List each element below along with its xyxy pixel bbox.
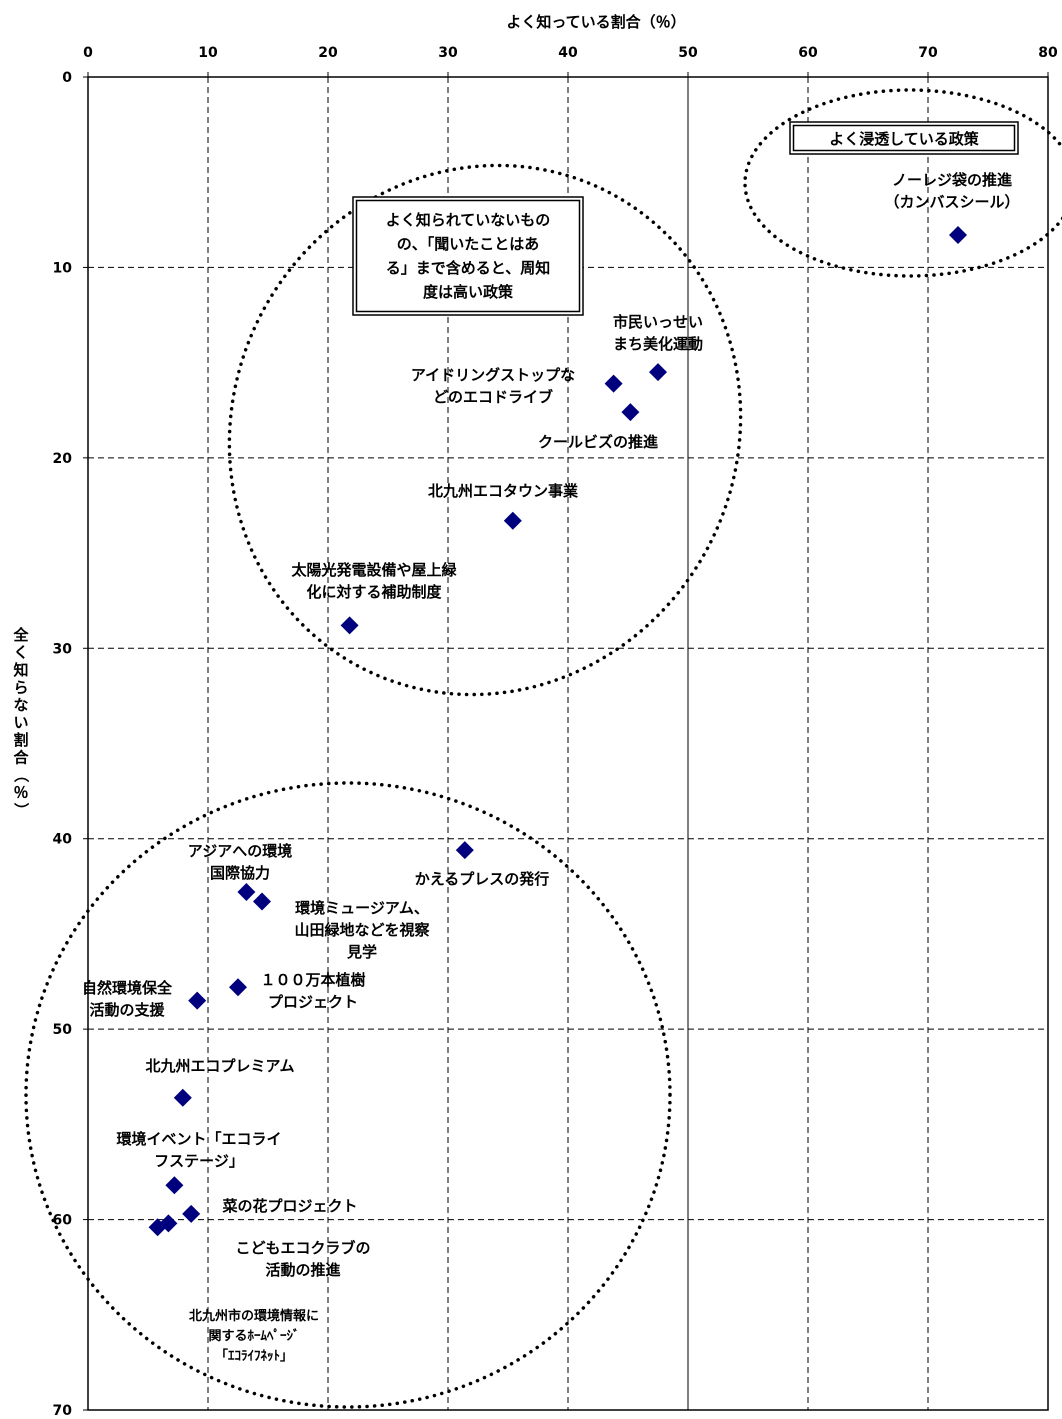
x-tick-label: 60: [798, 45, 818, 61]
point-label-homepage: 「ｴｺﾗｲﾌﾈｯﾄ」: [215, 1348, 293, 1364]
annotation-box-inner: [355, 199, 581, 313]
y-axis-title-char: く: [13, 644, 28, 662]
data-point: [148, 1218, 167, 1237]
data-point: [253, 892, 271, 911]
data-point: [649, 363, 667, 382]
point-label-nanohana: 菜の花プロジェクト: [221, 1197, 357, 1215]
x-tick-label: 0: [83, 45, 93, 61]
data-point: [949, 226, 967, 245]
point-label-asia: アジアへの環境: [188, 842, 292, 860]
point-label-million: プロジェクト: [268, 993, 358, 1011]
point-labels: ノーレジ袋の推進 （カンバスシール） 市民いっせいまち美化運動アイドリングストップな…: [82, 171, 1020, 1364]
x-tick-label: 70: [918, 45, 938, 61]
annotation-text-heard: の、「聞いたことはあ: [397, 235, 540, 253]
x-axis-title: よく知っている割合（％）: [506, 13, 685, 31]
point-label-shimin: まち美化運動: [613, 335, 703, 353]
y-axis-title-char: 合: [12, 749, 29, 767]
data-point: [455, 841, 474, 860]
x-tick-label: 50: [678, 45, 698, 61]
data-points: [148, 226, 967, 1237]
y-axis-title-char: い: [13, 714, 28, 732]
y-axis-title-char: （: [12, 767, 30, 782]
ellipse-well-known: [743, 88, 1062, 278]
y-axis-title-char: な: [13, 696, 28, 714]
point-label-homepage: 関するﾎｰﾑﾍﾟｰｼﾞ: [208, 1328, 299, 1344]
point-label-idling: どのエコドライブ: [433, 388, 553, 406]
y-axis-title-char: 割: [13, 731, 28, 749]
annotation-text-well: よく浸透している政策: [829, 130, 980, 148]
point-label-solar: 太陽光発電設備や屋上緑: [291, 561, 457, 579]
grid-lines: [87, 76, 1049, 1411]
y-tick-label: 10: [53, 260, 73, 276]
data-point: [229, 978, 247, 997]
y-axis-title-char: ら: [13, 679, 28, 697]
annotation-box-heard: [352, 196, 584, 316]
x-tick-label: 80: [1038, 45, 1058, 61]
point-label-museum: 環境ミュージアム、: [295, 899, 429, 917]
data-point: [621, 403, 640, 422]
point-label-shizen: 活動の支援: [89, 1001, 165, 1019]
point-label-museum: 山田緑地などを視察: [294, 921, 430, 939]
data-point: [604, 374, 623, 393]
point-label-homepage: 北九州市の環境情報に: [189, 1308, 319, 1324]
y-tick-label: 40: [53, 832, 73, 848]
y-axis-title-char: ）: [12, 802, 30, 817]
point-label-event: フステージ」: [154, 1152, 244, 1170]
annotation-box-inner: [792, 124, 1016, 152]
x-tick-label: 10: [198, 45, 218, 61]
x-tick-label: 30: [438, 45, 458, 61]
y-axis-title-char: 知: [13, 661, 28, 679]
data-point: [173, 1088, 192, 1107]
point-label-kodomo: こどもエコクラブの: [235, 1239, 370, 1257]
y-tick-label: 60: [53, 1213, 73, 1229]
y-axis-title-char: ％: [13, 784, 28, 802]
point-label-ecotown: 北九州エコタウン事業: [428, 482, 579, 500]
annotation-text-heard: 度は高い政策: [423, 283, 514, 301]
point-label-idling: アイドリングストップな: [411, 366, 575, 384]
point-label-noreji: （カンバスシール）: [884, 193, 1019, 211]
point-label-asia: 国際協力: [210, 864, 270, 882]
y-tick-label: 70: [53, 1403, 73, 1419]
annotation-text-heard: よく知られていないもの: [386, 211, 551, 229]
grouping-ellipses: [24, 88, 1062, 1409]
ellipse-unknown: [24, 781, 672, 1409]
y-tick-label: 20: [53, 451, 73, 467]
ellipse-heard-of: [227, 163, 743, 697]
point-label-shimin: 市民いっせい: [613, 313, 703, 331]
point-label-million: １００万本植樹: [260, 971, 365, 989]
annotation-text-heard: る」まで含めると、周知: [386, 259, 550, 277]
point-label-noreji: ノーレジ袋の推進: [892, 171, 1013, 189]
axis-ticks: 0 10 20 30 40 50 60 70 80 0 10 20 30 40 50 60 70: [53, 45, 1058, 1419]
y-tick-label: 50: [53, 1022, 73, 1038]
annotation-boxes: よく浸透している政策よく知られていないものの、「聞いたことはある」まで含めると、…: [352, 121, 1019, 316]
data-point: [237, 883, 256, 902]
annotation-box-well: [789, 121, 1019, 155]
point-label-museum: 見学: [346, 943, 377, 961]
data-point: [182, 1204, 201, 1223]
data-point: [188, 991, 207, 1010]
x-tick-label: 20: [318, 45, 338, 61]
data-point: [340, 616, 359, 635]
point-label-premium: 北九州エコプレミアム: [146, 1057, 295, 1075]
point-label-coolbiz: クールビズの推進: [538, 433, 659, 451]
y-tick-label: 30: [53, 641, 73, 657]
y-axis-title-char: 全: [12, 626, 29, 644]
data-point: [165, 1176, 184, 1195]
data-point: [503, 511, 522, 530]
point-label-solar: 化に対する補助制度: [306, 583, 442, 601]
point-label-event: 環境イベント「エコライ: [116, 1130, 281, 1148]
point-label-kodomo: 活動の推進: [265, 1261, 341, 1279]
x-tick-label: 40: [558, 45, 578, 61]
point-label-shizen: 自然環境保全: [82, 979, 173, 997]
y-tick-label: 0: [62, 70, 72, 86]
point-label-kaeru: かえるプレスの発行: [415, 870, 550, 888]
